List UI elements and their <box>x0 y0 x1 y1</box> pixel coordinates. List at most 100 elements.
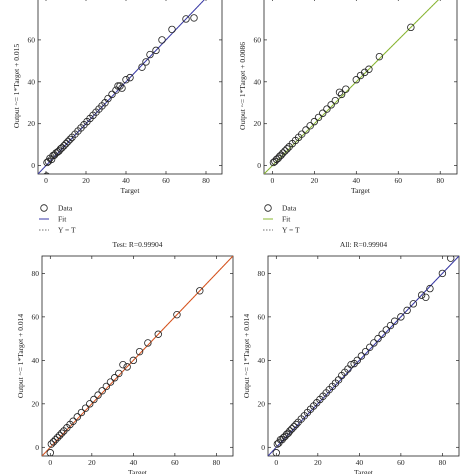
data-point <box>347 360 355 369</box>
data-point <box>122 76 130 84</box>
data-point <box>283 145 291 153</box>
data-point <box>58 429 66 437</box>
data-point <box>110 374 119 382</box>
legend-1: Data Fit Y = T <box>39 204 76 235</box>
data-point <box>403 306 411 315</box>
plot-area <box>263 0 458 175</box>
data-point <box>426 284 434 293</box>
data-point <box>314 113 323 122</box>
y-tick-label: 20 <box>32 399 40 408</box>
data-point <box>386 321 395 330</box>
data-point <box>119 360 127 369</box>
data-point <box>64 137 72 146</box>
data-point <box>298 130 306 138</box>
x-tick-label: 40 <box>356 458 364 467</box>
data-point <box>272 449 281 456</box>
x-tick-label: 60 <box>162 176 170 185</box>
y-tick-label: 60 <box>254 35 262 44</box>
data-point <box>123 363 131 371</box>
legend-data-label: Data <box>58 204 73 213</box>
y-axis-label: Output ~= 1*Target + 0.015 <box>12 44 21 128</box>
data-point <box>417 291 426 299</box>
data-point <box>352 76 361 84</box>
data-point <box>86 400 94 408</box>
data-point <box>102 382 111 391</box>
data-point <box>62 139 70 148</box>
y-tick-label: 0 <box>257 161 261 170</box>
x-tick-label: 0 <box>44 176 48 185</box>
chart-title: All: R=0.99904 <box>340 240 387 249</box>
data-point <box>397 313 405 321</box>
data-point <box>108 90 116 99</box>
data-point <box>46 449 55 456</box>
data-point <box>290 422 298 431</box>
x-tick-label: 40 <box>122 176 130 185</box>
y-axis-label: Output ~= 1*Target + 0.0086 <box>238 42 247 130</box>
data-point <box>365 65 373 73</box>
data-point <box>47 155 56 164</box>
data-point <box>47 440 56 448</box>
data-point <box>190 14 198 22</box>
y-tick-label: 0 <box>261 443 265 452</box>
data-point <box>114 82 122 90</box>
x-tick-label: 20 <box>314 458 322 467</box>
fit-line <box>264 0 439 174</box>
data-point <box>94 391 102 399</box>
data-point <box>55 431 64 440</box>
chart-panel-3: 0 20 40 60 80 0 20 40 60 80 Target Output ~= 1*Targ… <box>16 240 234 474</box>
x-tick-label: 80 <box>436 176 444 185</box>
data-point <box>196 287 204 295</box>
y-tick-label: 20 <box>28 119 36 128</box>
data-point <box>353 356 361 365</box>
data-point <box>182 15 190 23</box>
data-point <box>337 90 346 99</box>
data-point <box>323 105 331 113</box>
y-tick-label: 0 <box>31 161 35 170</box>
data-point <box>115 369 123 378</box>
data-point <box>173 310 181 319</box>
legend-data-marker <box>264 204 272 212</box>
data-point <box>378 330 386 338</box>
y-tick-label: 60 <box>32 312 40 321</box>
x-tick-label: 80 <box>213 458 221 467</box>
data-point <box>152 46 160 55</box>
data-point <box>104 94 112 103</box>
data-point <box>306 122 314 130</box>
data-point <box>146 50 154 59</box>
x-tick-label: 20 <box>311 176 319 185</box>
data-point <box>98 387 106 395</box>
data-point <box>135 347 144 356</box>
x-tick-label: 80 <box>202 176 210 185</box>
chart-panel-4: 0 20 40 60 80 0 20 40 60 80 Target Output ~= 1*Targ… <box>242 240 460 474</box>
fit-line <box>268 256 459 456</box>
data-point <box>142 58 150 66</box>
data-point <box>342 85 350 93</box>
data-point <box>277 151 285 159</box>
legend-data-marker <box>40 204 48 212</box>
data-point <box>279 149 287 157</box>
data-point <box>144 339 152 347</box>
x-tick-label: 20 <box>82 176 90 185</box>
data-point <box>53 433 62 442</box>
x-tick-label: 80 <box>439 458 447 467</box>
data-point <box>374 334 382 343</box>
x-tick-label: 60 <box>171 458 179 467</box>
x-tick-label: 0 <box>274 458 278 467</box>
y-tick-label: 60 <box>258 312 266 321</box>
x-tick-label: 40 <box>130 458 138 467</box>
plot-contents <box>264 0 439 174</box>
y-tick-label: 40 <box>254 77 262 86</box>
data-point <box>43 172 50 174</box>
legend-fit-label: Fit <box>282 215 291 224</box>
data-point <box>366 343 374 352</box>
data-point <box>319 109 327 117</box>
y-tick-label: 0 <box>35 443 39 452</box>
data-point <box>438 269 447 278</box>
x-axis-label: Target <box>351 186 371 195</box>
data-point <box>69 417 77 425</box>
data-point <box>357 352 366 360</box>
data-point <box>327 101 335 109</box>
legend-yt-label: Y = T <box>282 226 300 235</box>
data-point <box>446 256 455 262</box>
legend-fit-label: Fit <box>58 215 67 224</box>
